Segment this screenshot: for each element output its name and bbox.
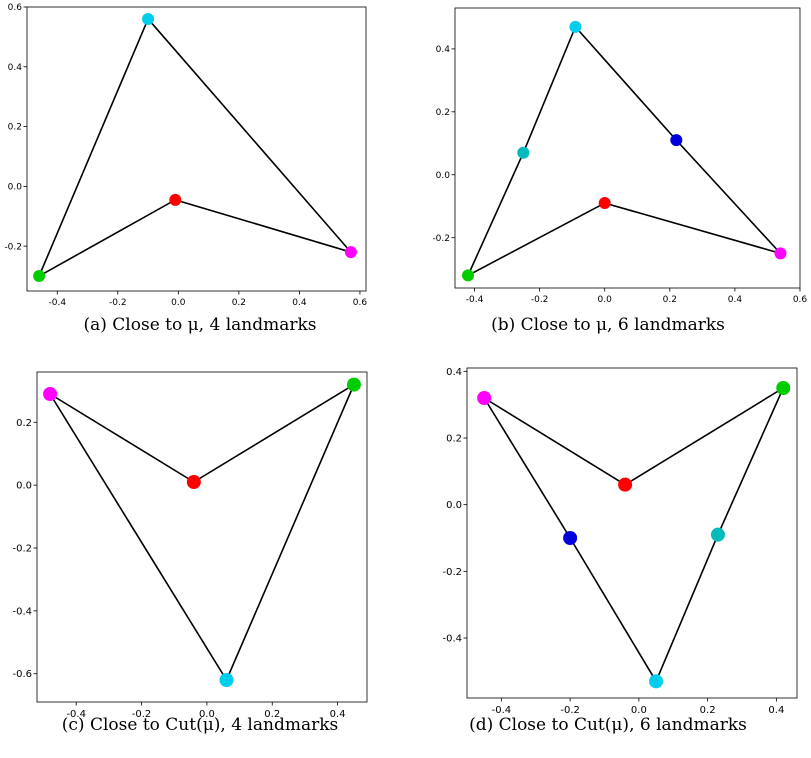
- x-tick-label-d: 0.0: [631, 705, 647, 716]
- y-tick-label-d: 0.0: [446, 500, 462, 511]
- chart-a: -0.4 -0.2 0.0 0.2 0.4 0.6 -0.2 0.0 0.2 0.4 0.6: [4, 3, 368, 308]
- x-tick-label-d: -0.4: [492, 705, 512, 716]
- landmark-polygon-c: [49, 382, 356, 682]
- landmark-point-d-1: [477, 391, 492, 405]
- x-tick-label-b: -0.2: [531, 295, 549, 305]
- landmark-point-b-2: [670, 134, 683, 147]
- y-tick-label-a: -0.2: [4, 242, 22, 252]
- landmark-point-c-4: [219, 673, 234, 687]
- landmark-polygon-d: [483, 385, 786, 684]
- landmark-point-b-1: [569, 20, 582, 33]
- axes-frame-b: [454, 7, 801, 289]
- landmark-point-d-5: [649, 674, 664, 689]
- x-tick-label-b: 0.6: [793, 295, 808, 305]
- x-tick-label-c: 0.4: [330, 709, 346, 720]
- y-tick-label-d: -0.2: [442, 567, 462, 578]
- chart-b: -0.4 -0.2 0.0 0.2 0.4 0.6 -0.2 0.0 0.2 0.4: [432, 7, 808, 305]
- x-tick-label-c: -0.4: [66, 709, 86, 720]
- landmark-point-a-3: [169, 193, 182, 206]
- panel-a: -0.4 -0.2 0.0 0.2 0.4 0.6 -0.2 0.0 0.2 0.4 0.6 (a)…: [0, 0, 400, 345]
- landmark-polygon-b: [466, 25, 783, 278]
- landmark-polygon-a: [37, 17, 354, 278]
- landmark-point-d-2: [618, 477, 633, 492]
- y-tick-label-b: 0.4: [436, 45, 451, 55]
- panel-b: -0.4 -0.2 0.0 0.2 0.4 0.6 -0.2 0.0 0.2 0.4 (b) Cl…: [405, 0, 811, 345]
- landmark-point-a-2: [344, 246, 357, 259]
- axes-frame-d: [466, 367, 798, 699]
- caption-d: (d) Close to Cut(μ), 6 landmarks: [469, 715, 747, 735]
- landmark-point-b-3: [774, 247, 787, 260]
- landmark-point-d-4: [710, 527, 725, 542]
- panel-d: -0.4 -0.2 0.0 0.2 0.4 -0.4 -0.2 0.0 0.2 0.4 (d) C…: [405, 360, 811, 758]
- landmark-point-d-3: [776, 381, 791, 395]
- y-tick-label-a: 0.2: [8, 123, 22, 133]
- y-tick-label-c: -0.2: [12, 544, 32, 555]
- landmark-point-b-4: [598, 197, 611, 210]
- y-tick-label-c: 0.2: [16, 418, 32, 429]
- x-tick-label-b: 0.4: [728, 295, 743, 305]
- caption-b: (b) Close to μ, 6 landmarks: [491, 315, 725, 335]
- caption-c: (c) Close to Cut(μ), 4 landmarks: [61, 715, 339, 735]
- x-tick-label-b: 0.2: [663, 295, 677, 305]
- y-tick-label-d: 0.2: [446, 434, 462, 445]
- x-tick-label-a: 0.2: [232, 298, 246, 308]
- caption-a: (a) Close to μ, 4 landmarks: [83, 315, 317, 335]
- chart-c: -0.4 -0.2 0.0 0.2 0.4 -0.6 -0.4 -0.2 0.0 0.2: [12, 371, 368, 720]
- y-tick-label-a: 0.4: [8, 63, 23, 73]
- landmark-point-c-2: [186, 475, 201, 489]
- landmark-point-b-6: [517, 146, 530, 159]
- landmark-point-c-3: [346, 377, 361, 392]
- axes-frame-c: [36, 371, 368, 703]
- panel-c: -0.4 -0.2 0.0 0.2 0.4 -0.6 -0.4 -0.2 0.0 0.2 (c) …: [0, 360, 400, 758]
- x-tick-label-a: -0.4: [48, 298, 66, 308]
- landmark-point-c-1: [43, 387, 58, 401]
- y-tick-label-b: 0.2: [436, 108, 450, 118]
- y-tick-label-c: -0.6: [12, 669, 32, 680]
- x-tick-label-a: 0.0: [171, 298, 186, 308]
- x-tick-label-c: -0.2: [132, 709, 152, 720]
- landmark-point-b-5: [462, 269, 475, 282]
- x-tick-label-d: 0.2: [700, 705, 716, 716]
- y-tick-label-d: 0.4: [446, 367, 462, 378]
- y-tick-label-b: -0.2: [432, 234, 450, 244]
- x-tick-label-a: 0.4: [292, 298, 307, 308]
- x-tick-label-c: 0.0: [199, 709, 215, 720]
- y-tick-label-c: 0.0: [16, 481, 32, 492]
- landmark-point-d-6: [563, 531, 578, 545]
- x-tick-label-b: -0.4: [466, 295, 484, 305]
- chart-d: -0.4 -0.2 0.0 0.2 0.4 -0.4 -0.2 0.0 0.2 0.4: [442, 367, 798, 716]
- y-tick-label-a: 0.0: [8, 183, 23, 193]
- x-tick-label-b: 0.0: [598, 295, 613, 305]
- x-tick-label-c: 0.2: [264, 709, 280, 720]
- y-tick-label-c: -0.4: [12, 606, 32, 617]
- x-tick-label-a: 0.6: [353, 298, 368, 308]
- y-tick-label-b: 0.0: [436, 171, 451, 181]
- landmark-point-a-4: [33, 270, 46, 283]
- x-tick-label-a: -0.2: [109, 298, 127, 308]
- landmark-point-a-1: [142, 12, 155, 25]
- y-tick-label-a: 0.6: [8, 3, 23, 13]
- x-tick-label-d: 0.4: [768, 705, 784, 716]
- axes-frame-a: [26, 6, 367, 292]
- y-tick-label-d: -0.4: [442, 634, 462, 645]
- x-tick-label-d: -0.2: [560, 705, 580, 716]
